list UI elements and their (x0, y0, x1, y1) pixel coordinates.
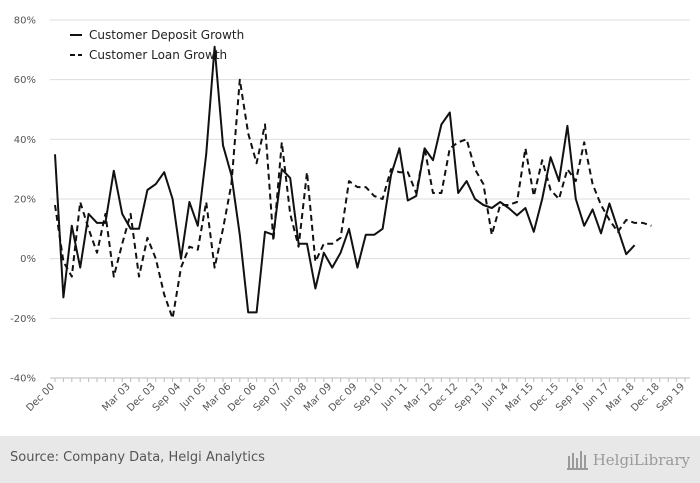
building-icon (566, 451, 588, 470)
x-tick-label: Sep 19 (655, 381, 687, 413)
y-tick-label: 80% (14, 16, 36, 27)
footer-bar: Source: Company Data, Helgi Analytics He… (0, 436, 700, 483)
helgi-library-logo: HelgiLibrary (566, 448, 690, 472)
customer-deposit-growth-line (54, 45, 636, 314)
y-tick-label: 40% (14, 135, 36, 146)
customer-loan-growth-line (54, 78, 652, 320)
x-tick-label: Sep 13 (453, 381, 485, 413)
legend: Customer Deposit Growth Customer Loan Gro… (70, 28, 244, 62)
source-note: Source: Company Data, Helgi Analytics (10, 450, 265, 465)
x-tick-label: Dec 00 (24, 381, 57, 414)
y-tick-label: 60% (14, 75, 36, 86)
logo-text: HelgiLibrary (592, 451, 690, 469)
legend-label: Customer Deposit Growth (89, 28, 244, 42)
y-tick-label: -40% (10, 374, 36, 385)
gridlines (50, 19, 690, 379)
y-tick-label: 20% (14, 195, 36, 206)
x-tick-label: Sep 10 (352, 381, 384, 413)
legend-label: Customer Loan Growth (89, 48, 227, 62)
x-tick-label: Sep 16 (554, 381, 586, 413)
y-tick-label: 0% (20, 254, 36, 265)
series-lines (54, 45, 652, 320)
y-axis: -40% -20% 0% 20% 40% 60% 80% (10, 16, 36, 385)
x-tick-label: Sep 07 (252, 381, 284, 413)
x-tick-label: Sep 04 (151, 381, 183, 413)
y-tick-label: -20% (10, 314, 36, 325)
